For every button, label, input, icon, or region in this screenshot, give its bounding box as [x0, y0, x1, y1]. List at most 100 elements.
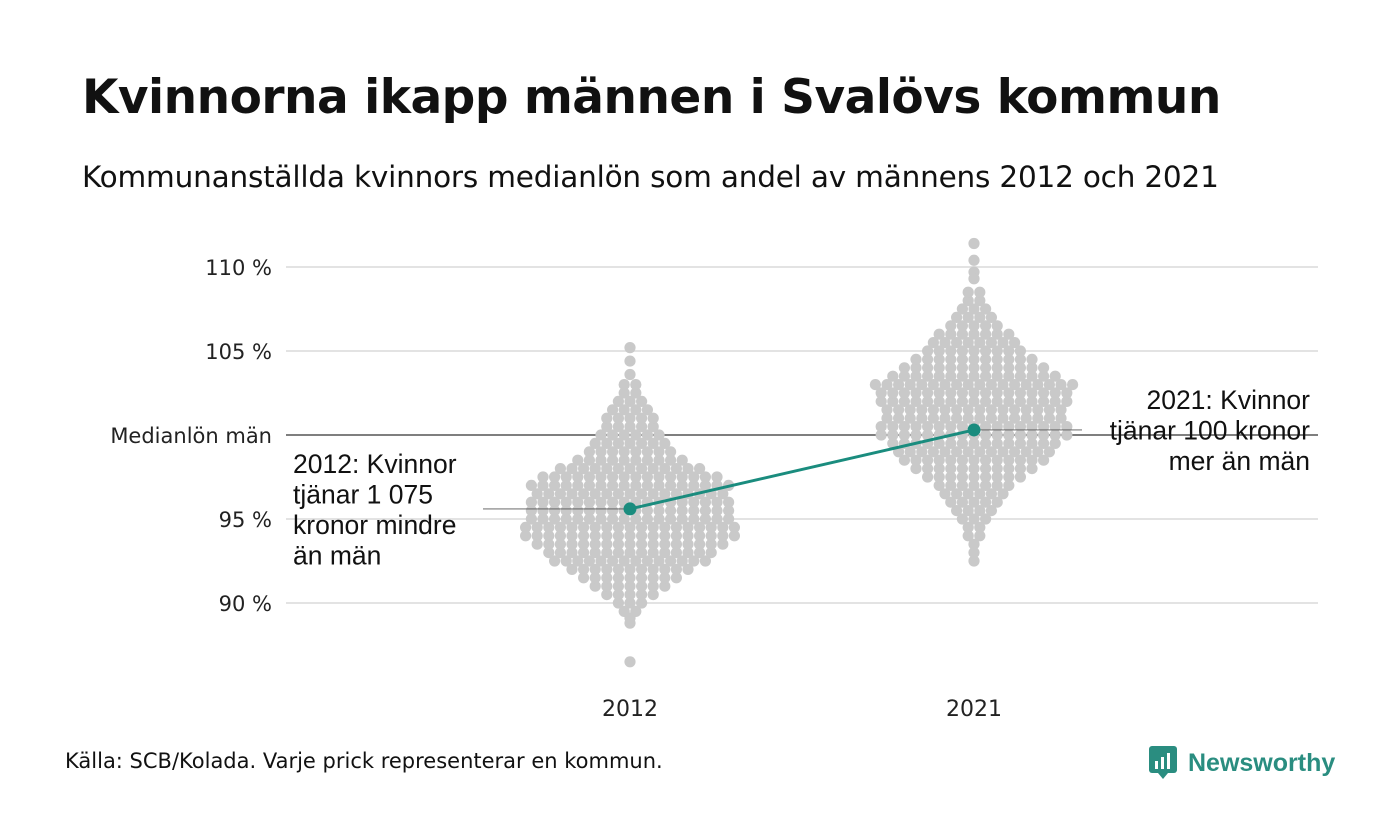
municipality-dot [945, 463, 957, 475]
municipality-dot [1032, 379, 1044, 391]
municipality-dot [537, 505, 549, 517]
municipality-dot [974, 412, 986, 424]
municipality-dot [676, 555, 688, 567]
municipality-dot [525, 479, 538, 491]
municipality-dot [916, 412, 928, 424]
municipality-dot [974, 286, 986, 298]
municipality-dot [624, 521, 636, 534]
municipality-dot [717, 538, 729, 550]
municipality-dot [549, 505, 561, 517]
municipality-dot [566, 521, 578, 534]
municipality-dot [985, 404, 998, 416]
municipality-dot [653, 505, 665, 517]
municipality-dot [875, 387, 887, 399]
municipality-dot [1061, 421, 1073, 433]
municipality-dot [560, 555, 572, 567]
municipality-dot [939, 446, 951, 458]
municipality-dot [968, 463, 980, 475]
municipality-dot [968, 437, 980, 449]
municipality-dot [1009, 379, 1021, 391]
municipality-dot [980, 370, 992, 382]
municipality-dot [933, 328, 945, 340]
municipality-dot [1003, 463, 1015, 475]
municipality-dot [589, 521, 601, 534]
municipality-dot [1014, 429, 1026, 441]
municipality-dot [554, 521, 567, 534]
municipality-dot [945, 479, 957, 491]
municipality-dot [1003, 429, 1015, 441]
municipality-dot [653, 513, 665, 525]
municipality-dot [560, 513, 572, 525]
municipality-dot [676, 513, 688, 525]
municipality-dot [624, 597, 636, 609]
municipality-dot [927, 337, 940, 349]
municipality-dot [699, 513, 712, 525]
municipality-dot [956, 421, 969, 433]
municipality-dot [1014, 345, 1026, 357]
municipality-dot [578, 488, 590, 500]
municipality-dot [991, 395, 1003, 407]
municipality-dot [1003, 328, 1015, 340]
municipality-dot [653, 429, 665, 441]
municipality-dot [612, 589, 625, 601]
municipality-dot [1038, 429, 1050, 441]
municipality-dot [910, 387, 922, 399]
municipality-dot [705, 538, 717, 550]
municipality-dot [962, 412, 974, 424]
municipality-dot [531, 521, 543, 534]
municipality-dot [665, 471, 677, 483]
municipality-dot [583, 454, 596, 466]
municipality-dot [956, 454, 969, 466]
municipality-dot [647, 572, 659, 584]
municipality-dot [962, 311, 974, 323]
municipality-dot [991, 421, 1003, 433]
municipality-dot [601, 538, 613, 550]
municipality-dot [910, 421, 922, 433]
annotation-line: än män [293, 541, 381, 571]
municipality-dot [887, 437, 899, 449]
municipality-dot [922, 429, 934, 441]
municipality-dot [723, 513, 735, 525]
municipality-dot [630, 479, 642, 491]
municipality-dot [694, 463, 706, 475]
municipality-dot [980, 395, 992, 407]
municipality-dot [624, 612, 636, 624]
municipality-dot [1009, 404, 1021, 416]
brand-logo[interactable]: Newsworthy [1148, 743, 1335, 783]
municipality-dot [1055, 379, 1067, 391]
municipality-dot [980, 471, 992, 483]
municipality-dot [933, 437, 945, 449]
municipality-dot [980, 328, 992, 340]
municipality-dot [898, 421, 911, 433]
municipality-dot [916, 446, 928, 458]
reference-line-label: Medianlön män [110, 424, 272, 448]
municipality-dot [728, 530, 741, 542]
municipality-dot [676, 496, 688, 508]
municipality-dot [624, 355, 636, 367]
municipality-dot [624, 547, 636, 559]
municipality-dot [525, 496, 538, 508]
municipality-dot [682, 538, 694, 550]
municipality-dot [910, 362, 922, 374]
municipality-dot [589, 437, 601, 449]
municipality-dot [887, 421, 899, 433]
municipality-dot [956, 463, 969, 475]
municipality-dot [699, 496, 712, 508]
municipality-dot [922, 454, 934, 466]
municipality-dot [641, 429, 654, 441]
municipality-dot [962, 286, 974, 298]
municipality-dot [1043, 412, 1055, 424]
municipality-dot [875, 421, 887, 433]
municipality-dot [624, 368, 636, 381]
municipality-dot [636, 521, 648, 534]
municipality-dot [612, 395, 625, 407]
municipality-dot [933, 362, 945, 374]
municipality-dot [968, 538, 980, 550]
municipality-dot [595, 513, 607, 525]
annotation-2021: 2021: Kvinnor tjänar 100 kronor mer än män [1110, 385, 1311, 476]
municipality-dot [566, 563, 578, 576]
municipality-dot [612, 437, 625, 449]
municipality-dot [974, 446, 986, 458]
municipality-dot [980, 362, 992, 374]
municipality-dot [945, 454, 957, 466]
